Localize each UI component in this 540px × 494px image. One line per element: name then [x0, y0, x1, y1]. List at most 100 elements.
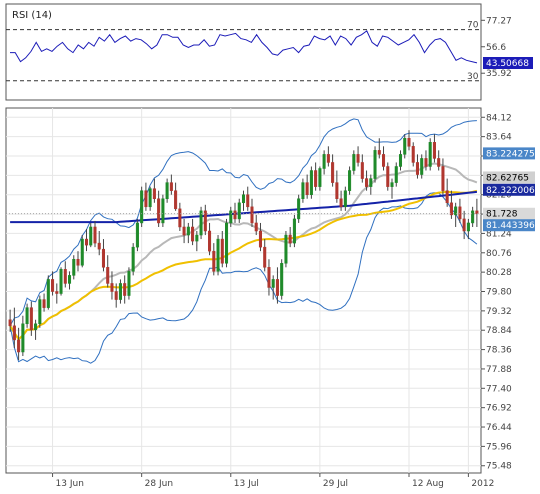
- candle: [258, 222, 262, 252]
- candle-body: [322, 154, 326, 169]
- candle-body: [199, 210, 203, 236]
- candle-body: [101, 248, 105, 268]
- candle-body: [339, 198, 343, 208]
- candle-body: [51, 279, 55, 292]
- candle-body: [17, 339, 21, 353]
- candle: [225, 218, 229, 268]
- candle-body: [135, 222, 139, 248]
- candle-body: [152, 188, 156, 199]
- candle-body: [178, 208, 182, 228]
- value-label-box: [483, 183, 535, 196]
- candle: [318, 166, 322, 191]
- candle: [182, 218, 186, 244]
- candle-body: [72, 258, 76, 276]
- candle-body: [76, 258, 80, 266]
- candle-body: [42, 299, 46, 308]
- candle: [386, 162, 390, 191]
- candle-body: [97, 242, 101, 250]
- candle: [127, 267, 131, 300]
- candle-body: [441, 166, 445, 191]
- candle: [390, 178, 394, 199]
- candle: [280, 259, 284, 300]
- price-ytick-label: 79.32: [486, 307, 512, 317]
- candle: [195, 231, 199, 252]
- candle-body: [63, 269, 67, 284]
- candle-body: [80, 238, 84, 266]
- candle: [424, 150, 428, 171]
- candle-body: [471, 210, 475, 224]
- candle: [314, 162, 318, 191]
- candle-body: [314, 170, 318, 187]
- candle-body: [127, 271, 131, 296]
- candle: [123, 275, 127, 304]
- candle: [275, 267, 279, 304]
- candle: [466, 218, 470, 240]
- rsi-reference-label: 30: [467, 72, 479, 82]
- candle-body: [335, 182, 339, 199]
- candle-body: [46, 279, 50, 308]
- candle: [326, 146, 330, 167]
- candle: [343, 186, 347, 211]
- rsi-title: RSI (14): [12, 10, 52, 21]
- candle-body: [309, 170, 313, 195]
- candle: [462, 210, 466, 240]
- xtick-label: 12 Aug: [412, 479, 444, 489]
- candle: [157, 190, 161, 227]
- candle-body: [458, 206, 462, 220]
- candle: [394, 162, 398, 187]
- candle: [284, 231, 288, 268]
- value-label-text: 81.443396: [486, 221, 535, 231]
- candle: [301, 178, 305, 203]
- candle-body: [424, 158, 428, 167]
- price-ytick-label: 79.80: [486, 288, 512, 298]
- candle: [131, 243, 135, 276]
- candle-body: [233, 210, 237, 220]
- candle: [398, 150, 403, 171]
- candle-body: [318, 168, 322, 187]
- candle-body: [475, 210, 479, 214]
- candle-body: [352, 154, 356, 171]
- candle: [106, 255, 110, 288]
- candle-body: [118, 283, 122, 300]
- candle: [263, 239, 267, 272]
- candle-body: [84, 238, 89, 246]
- candle: [216, 235, 220, 276]
- candle: [475, 198, 479, 227]
- rsi-series: [10, 30, 478, 64]
- candle: [72, 255, 76, 280]
- candle-body: [407, 137, 411, 147]
- price-ytick-label: 81.24: [486, 229, 512, 239]
- price-ytick-label: 76.92: [486, 404, 512, 414]
- candle: [356, 146, 360, 167]
- candle-body: [369, 178, 373, 187]
- candle-body: [161, 198, 165, 224]
- value-labels: 83.224275 82.62765 82.322006 81.72881.44339…: [483, 147, 535, 232]
- candle-body: [225, 222, 229, 264]
- candle: [51, 271, 55, 296]
- candle: [335, 170, 339, 203]
- candle-body: [415, 162, 419, 175]
- candle-body: [288, 234, 292, 244]
- bollinger-lower: [9, 192, 478, 364]
- candle-body: [123, 283, 127, 296]
- candle-body: [114, 291, 118, 300]
- rsi-reference-lines: 70 30: [6, 21, 481, 82]
- candle: [271, 275, 275, 300]
- rsi-ytick-label: 35.92: [486, 69, 512, 79]
- candle-body: [373, 150, 377, 179]
- candle-body: [68, 275, 72, 284]
- candle-body: [250, 206, 254, 224]
- rsi-last-value-box: [483, 57, 533, 69]
- candle-body: [131, 246, 135, 272]
- candle-body: [157, 198, 161, 224]
- candle: [241, 190, 246, 211]
- candle: [229, 206, 233, 227]
- candle-body: [382, 154, 386, 167]
- candle-body: [275, 279, 279, 296]
- candle-body: [186, 226, 190, 236]
- x-axis: 13 Jun 28 Jun 13 Jul 29 Jul 12 Aug 2012: [52, 473, 494, 489]
- candle: [407, 130, 411, 151]
- candle: [360, 154, 364, 183]
- price-ytick-label: 75.48: [486, 462, 512, 472]
